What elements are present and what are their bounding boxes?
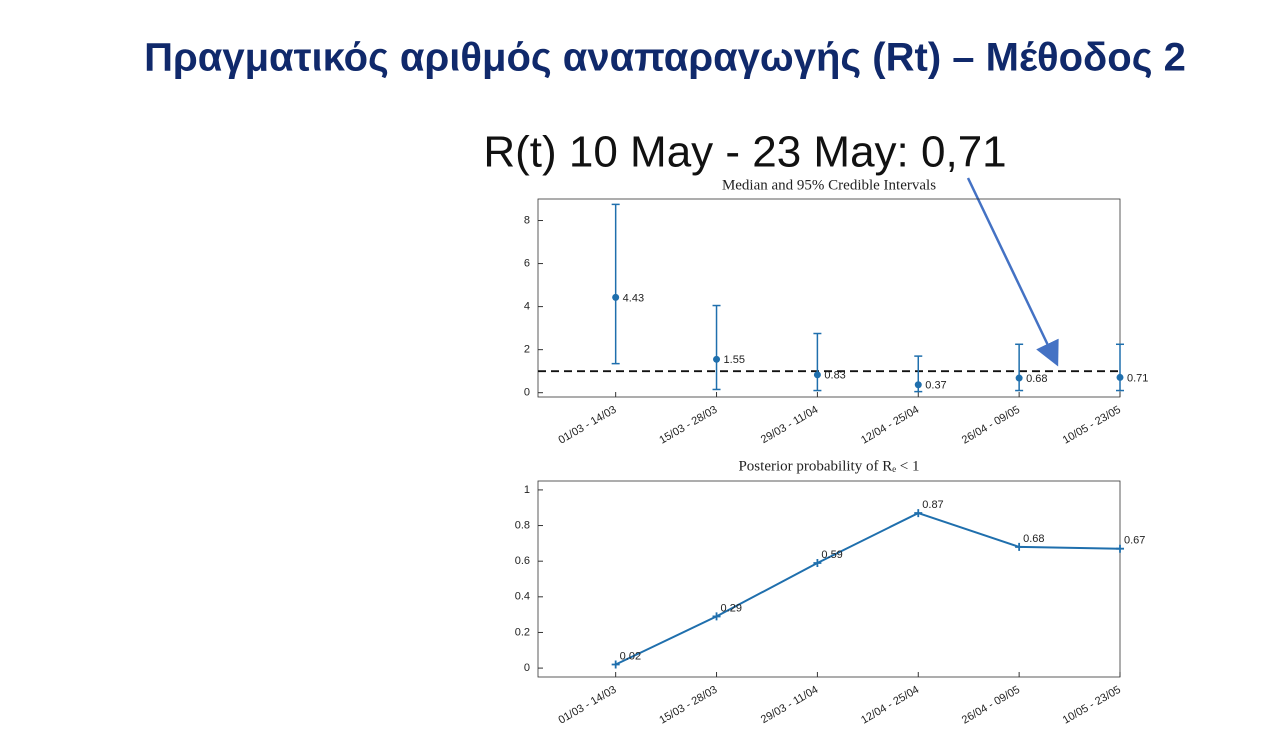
median-point <box>1015 374 1023 382</box>
x-tick-label: 29/03 - 11/04 <box>759 404 820 446</box>
chart-title: Median and 95% Credible Intervals <box>722 177 936 193</box>
data-label: 0.71 <box>1127 372 1148 384</box>
y-tick-label: 8 <box>524 214 530 226</box>
plot-area <box>537 198 1121 398</box>
x-tick-label: 26/04 - 09/05 <box>960 404 1022 447</box>
data-label: 4.43 <box>623 292 644 304</box>
point-marker <box>712 612 721 621</box>
data-label: 0.29 <box>721 602 742 614</box>
x-tick-label: 29/03 - 11/04 <box>759 684 820 726</box>
y-tick-label: 0.2 <box>515 626 530 638</box>
slide-title: Πραγματικός αριθμός αναπαραγωγής (Rt) – … <box>144 36 1186 80</box>
data-label: 0.68 <box>1023 533 1044 545</box>
x-tick-label: 01/03 - 14/03 <box>556 404 618 447</box>
x-tick-label: 15/03 - 28/03 <box>657 404 719 447</box>
y-tick-label: 0.6 <box>515 555 530 567</box>
line <box>615 511 1121 666</box>
data-label: 1.55 <box>724 354 745 366</box>
data-label: 0.87 <box>922 499 943 511</box>
y-tick-label: 0 <box>524 662 530 674</box>
x-tick-label: 10/05 - 23/05 <box>1061 404 1123 447</box>
data-label: 0.67 <box>1124 535 1145 547</box>
x-tick-label: 26/04 - 09/05 <box>960 684 1022 727</box>
data-label: 0.59 <box>821 549 842 561</box>
y-tick-label: 1 <box>524 484 530 496</box>
data-label: 0.37 <box>925 380 946 392</box>
chart-title: Posterior probability of Rₑ < 1 <box>738 458 919 474</box>
y-tick-label: 0 <box>524 387 530 399</box>
median-point <box>612 293 620 301</box>
point-marker <box>611 660 620 669</box>
data-label: 0.02 <box>620 650 641 662</box>
data-label: 0.68 <box>1026 373 1047 385</box>
median-point <box>713 355 721 363</box>
data-label: 0.83 <box>824 370 845 382</box>
x-tick-label: 12/04 - 25/04 <box>859 404 921 447</box>
annotation-arrow <box>966 177 1059 367</box>
point-marker <box>914 509 923 518</box>
point-marker <box>1015 542 1024 551</box>
y-tick-label: 0.8 <box>515 519 530 531</box>
y-tick-label: 4 <box>524 301 530 313</box>
plot-area <box>537 480 1121 678</box>
median-point <box>1116 373 1124 381</box>
median-point <box>914 381 922 389</box>
y-tick-label: 6 <box>524 257 530 269</box>
y-tick-label: 2 <box>524 344 530 356</box>
annotation: R(t) 10 May - 23 May: 0,71 <box>483 128 1006 177</box>
x-tick-label: 15/03 - 28/03 <box>657 684 719 727</box>
point-marker <box>813 558 822 567</box>
x-tick-label: 12/04 - 25/04 <box>859 684 921 727</box>
point-marker <box>1116 544 1124 553</box>
y-tick-label: 0.4 <box>515 591 530 603</box>
median-point <box>813 371 821 379</box>
x-tick-label: 10/05 - 23/05 <box>1061 684 1123 727</box>
x-tick-label: 01/03 - 14/03 <box>556 684 618 727</box>
